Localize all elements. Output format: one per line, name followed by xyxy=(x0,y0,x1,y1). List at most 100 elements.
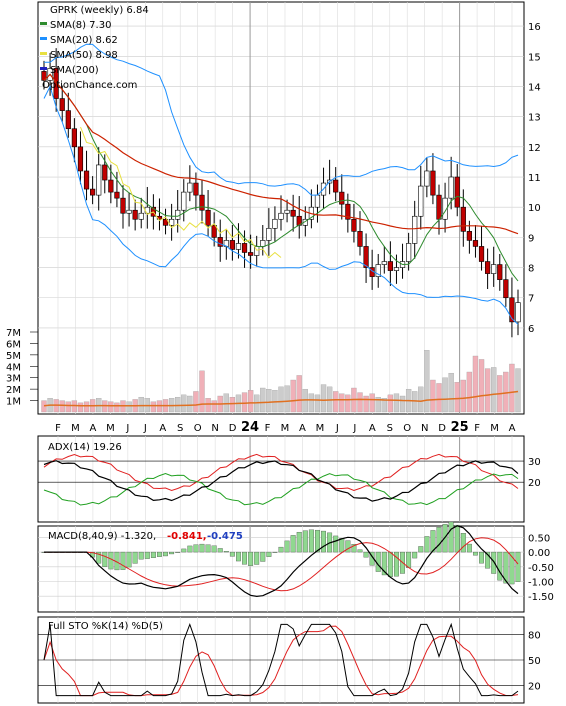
macd-signal-value: -0.475 xyxy=(207,531,243,542)
macd-histogram-bar xyxy=(175,551,181,553)
candle-body xyxy=(102,164,108,181)
upper-band-line xyxy=(44,43,519,196)
volume-bar xyxy=(381,398,387,413)
price-tick-label: 12 xyxy=(528,143,541,154)
candle-body xyxy=(266,228,272,241)
volume-bar xyxy=(241,392,248,413)
x-tick-label: S xyxy=(387,423,393,434)
volume-bar xyxy=(320,384,327,413)
macd-histogram-bar xyxy=(248,551,254,566)
macd-tick-label: -1.00 xyxy=(528,578,554,589)
legend-swatch xyxy=(40,52,47,55)
volume-bar xyxy=(472,355,479,413)
volume-ma-line xyxy=(43,390,519,407)
volume-bar xyxy=(59,400,65,413)
macd-histogram-bar xyxy=(308,529,314,553)
volume-bar xyxy=(223,393,229,413)
macd-histogram-bar xyxy=(479,551,484,564)
sto-d-line xyxy=(43,625,519,697)
volume-bar xyxy=(150,401,157,413)
volume-tick-label: 4M xyxy=(6,362,21,373)
volume-bar xyxy=(333,391,339,413)
volume-bar xyxy=(454,382,460,413)
volume-bar xyxy=(357,392,363,413)
volume-bar xyxy=(509,363,515,413)
candle-body xyxy=(41,71,47,81)
macd-histogram-bar xyxy=(266,551,272,557)
x-tick-label: A xyxy=(509,423,516,434)
candle-body xyxy=(162,218,169,226)
price-tick-label: 9 xyxy=(528,233,534,244)
price-tick-label: 8 xyxy=(528,264,534,275)
volume-bar xyxy=(126,401,132,413)
macd-histogram-bar xyxy=(278,546,284,553)
x-tick-label: M xyxy=(316,423,325,434)
candle-body xyxy=(71,128,77,148)
volume-bar xyxy=(478,359,485,413)
x-tick-label: O xyxy=(403,423,411,434)
candle-body xyxy=(509,297,515,323)
macd-histogram-bar xyxy=(126,551,132,568)
macd-line xyxy=(44,525,519,598)
x-tick-label: J xyxy=(352,423,356,434)
candle-body xyxy=(278,212,284,220)
candle-body xyxy=(193,182,199,196)
x-tick-label: J xyxy=(335,423,339,434)
volume-bar xyxy=(65,401,71,413)
candle-body xyxy=(418,185,424,217)
sto-tick-label: 80 xyxy=(528,631,541,642)
volume-bar xyxy=(77,402,84,413)
x-tick-label: J xyxy=(125,423,129,434)
volume-bar xyxy=(278,386,284,413)
volume-bar xyxy=(308,393,315,413)
macd-histogram-bar xyxy=(132,551,138,564)
macd-histogram-bar xyxy=(448,521,454,553)
macd-tick-label: -1.50 xyxy=(528,592,554,603)
volume-tick-label: 1M xyxy=(6,397,21,408)
candle-body xyxy=(460,206,466,232)
candle-body xyxy=(448,176,454,199)
volume-bar xyxy=(436,383,442,413)
candle-body xyxy=(412,215,418,244)
volume-bar xyxy=(175,396,181,413)
macd-histogram-bar xyxy=(169,551,175,555)
x-tick-label: A xyxy=(90,423,97,434)
volume-bar xyxy=(114,402,120,413)
candle-body xyxy=(485,261,491,274)
macd-histogram-bar xyxy=(418,546,424,553)
candle-body xyxy=(169,218,175,226)
candle-body xyxy=(199,194,205,211)
candle-body xyxy=(235,243,242,250)
volume-bar xyxy=(399,395,406,413)
legend-swatch xyxy=(40,22,47,25)
candle-body xyxy=(351,218,357,232)
volume-bar xyxy=(393,393,400,413)
price-tick-label: 14 xyxy=(528,82,541,93)
legend-swatch xyxy=(40,67,47,70)
macd-histogram-bar xyxy=(163,551,168,557)
macd-histogram-bar xyxy=(315,529,320,553)
macd-histogram-bar xyxy=(150,551,156,558)
volume-bar xyxy=(375,396,381,413)
volume-bar xyxy=(83,401,90,413)
volume-bar xyxy=(466,371,473,413)
macd-histogram-bar xyxy=(181,548,187,553)
macd-histogram-bar xyxy=(394,551,399,577)
volume-bar xyxy=(345,394,351,413)
volume-bar xyxy=(339,393,345,413)
macd-histogram-bar xyxy=(363,551,369,558)
watermark: OptionChance.com xyxy=(42,80,137,91)
legend-sma8: SMA(8) 7.30 xyxy=(50,20,111,31)
price-title: GPRK (weekly) 6.84 xyxy=(50,5,149,16)
macd-histogram-bar xyxy=(430,530,436,553)
macd-histogram-bar xyxy=(120,551,126,570)
sma50-red-line xyxy=(43,73,519,235)
volume-tick-label: 6M xyxy=(6,339,21,350)
volume-bar xyxy=(387,394,394,413)
volume-bar xyxy=(266,388,272,413)
x-tick-label: A xyxy=(299,423,306,434)
volume-bar xyxy=(460,379,466,413)
price-tick-label: 13 xyxy=(528,113,541,124)
volume-bar xyxy=(369,393,375,413)
